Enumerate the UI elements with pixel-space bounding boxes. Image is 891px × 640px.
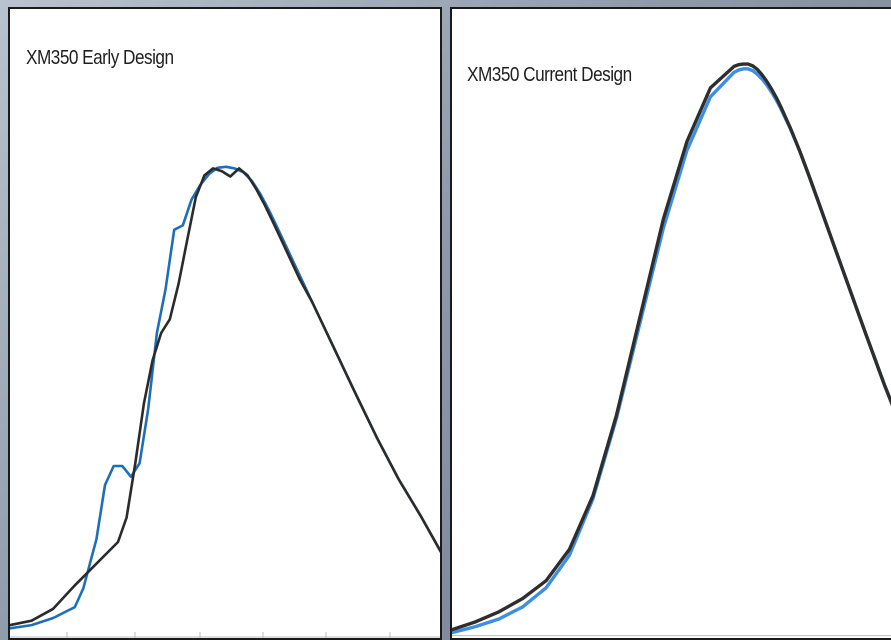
early-design-chart: XM350 Early Design: [8, 7, 442, 640]
current-design-chart: XM350 Current Design: [450, 7, 891, 640]
early-design-plot: [10, 165, 440, 638]
early-design-title: XM350 Early Design: [26, 47, 174, 69]
early-series-line-0: [10, 165, 440, 630]
current-design-title: XM350 Current Design: [467, 64, 632, 86]
early-series-line-1: [10, 167, 440, 627]
current-series-line-0: [452, 67, 891, 635]
current-design-plot: [452, 62, 891, 637]
current-series-line-1: [452, 62, 891, 632]
